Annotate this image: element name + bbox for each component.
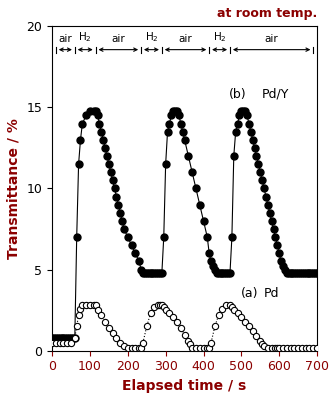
Text: H$_2$: H$_2$ (213, 30, 226, 44)
Text: air: air (58, 34, 72, 44)
Y-axis label: Transmittance / %: Transmittance / % (7, 118, 21, 259)
Text: at room temp.: at room temp. (217, 7, 317, 20)
Text: air: air (112, 34, 125, 44)
Text: air: air (179, 34, 193, 44)
Text: H$_2$: H$_2$ (144, 30, 158, 44)
Text: (b): (b) (229, 88, 247, 101)
Text: Pd: Pd (264, 288, 280, 300)
Text: H$_2$: H$_2$ (78, 30, 92, 44)
X-axis label: Elapsed time / s: Elapsed time / s (122, 379, 247, 393)
Text: air: air (265, 34, 279, 44)
Text: Pd/Y: Pd/Y (262, 88, 290, 101)
Text: (a): (a) (241, 288, 259, 300)
